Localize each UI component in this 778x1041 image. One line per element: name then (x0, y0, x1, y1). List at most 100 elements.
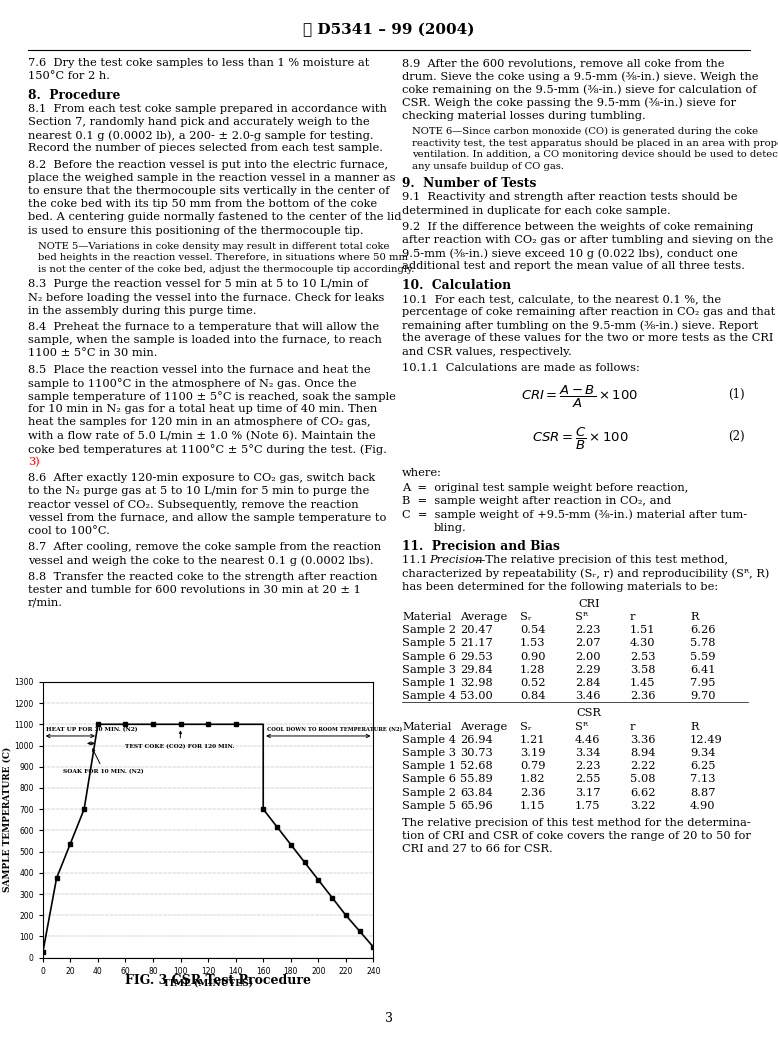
Text: 2.22: 2.22 (630, 761, 656, 771)
Text: r: r (630, 721, 636, 732)
Text: HEAT UP FOR 30 MIN. (N2): HEAT UP FOR 30 MIN. (N2) (46, 727, 137, 732)
Text: nearest 0.1 g (0.0002 lb), a 200- ± 2.0-g sample for testing.: nearest 0.1 g (0.0002 lb), a 200- ± 2.0-… (28, 130, 373, 141)
Text: sample, when the sample is loaded into the furnace, to reach: sample, when the sample is loaded into t… (28, 335, 382, 346)
Text: 53.00: 53.00 (460, 691, 492, 702)
Text: additional test and report the mean value of all three tests.: additional test and report the mean valu… (402, 261, 745, 272)
Text: 63.84: 63.84 (460, 788, 492, 797)
Text: reactivity test, the test apparatus should be placed in an area with proper: reactivity test, the test apparatus shou… (412, 138, 778, 148)
Text: Sample 1: Sample 1 (402, 678, 456, 688)
Text: has been determined for the following materials to be:: has been determined for the following ma… (402, 582, 718, 591)
Text: 0.84: 0.84 (520, 691, 545, 702)
Text: N₂ before loading the vessel into the furnace. Check for leaks: N₂ before loading the vessel into the fu… (28, 293, 384, 303)
Text: 52.68: 52.68 (460, 761, 492, 771)
Text: 8.7  After cooling, remove the coke sample from the reaction: 8.7 After cooling, remove the coke sampl… (28, 542, 381, 552)
Text: Precision: Precision (429, 555, 482, 565)
Text: NOTE 5—Variations in coke density may result in different total coke: NOTE 5—Variations in coke density may re… (38, 242, 390, 251)
Text: 8.5  Place the reaction vessel into the furnace and heat the: 8.5 Place the reaction vessel into the f… (28, 364, 370, 375)
Text: 5.78: 5.78 (690, 638, 716, 649)
Text: CRI and 27 to 66 for CSR.: CRI and 27 to 66 for CSR. (402, 844, 552, 855)
Text: is used to ensure this positioning of the thermocouple tip.: is used to ensure this positioning of th… (28, 226, 363, 235)
Text: COOL DOWN TO ROOM TEMPERATURE (N2): COOL DOWN TO ROOM TEMPERATURE (N2) (268, 727, 402, 732)
Text: any unsafe buildup of CO gas.: any unsafe buildup of CO gas. (412, 161, 564, 171)
Text: 4.90: 4.90 (690, 801, 716, 811)
Text: 9.5-mm (⅜-in.) sieve exceed 10 g (0.022 lbs), conduct one: 9.5-mm (⅜-in.) sieve exceed 10 g (0.022 … (402, 249, 738, 259)
Text: 21.17: 21.17 (460, 638, 492, 649)
Text: 1.21: 1.21 (520, 735, 545, 745)
Text: 5.59: 5.59 (690, 652, 716, 662)
Text: 2.53: 2.53 (630, 652, 656, 662)
Text: —The relative precision of this test method,: —The relative precision of this test met… (474, 555, 728, 565)
Text: 3.22: 3.22 (630, 801, 656, 811)
Text: 3.19: 3.19 (520, 748, 545, 758)
Text: 3.17: 3.17 (575, 788, 601, 797)
Text: 0.54: 0.54 (520, 626, 545, 635)
Text: 20.47: 20.47 (460, 626, 492, 635)
Text: coke bed temperatures at 1100°C ± 5°C during the test. (Fig.: coke bed temperatures at 1100°C ± 5°C du… (28, 443, 387, 455)
Text: 2.84: 2.84 (575, 678, 601, 688)
Text: 29.53: 29.53 (460, 652, 492, 662)
Text: TEST COKE (CO2) FOR 120 MIN.: TEST COKE (CO2) FOR 120 MIN. (125, 732, 235, 748)
Text: 6.26: 6.26 (690, 626, 716, 635)
Text: r/min.: r/min. (28, 598, 63, 608)
Text: R: R (690, 612, 699, 623)
Text: (1): (1) (728, 388, 745, 401)
Text: Material: Material (402, 721, 451, 732)
Text: remaining after tumbling on the 9.5-mm (⅜-in.) sieve. Report: remaining after tumbling on the 9.5-mm (… (402, 321, 759, 331)
Text: 3.46: 3.46 (575, 691, 601, 702)
Text: $CSR = \dfrac{C}{B} \times 100$: $CSR = \dfrac{C}{B} \times 100$ (531, 426, 629, 452)
Text: 8.6  After exactly 120-min exposure to CO₂ gas, switch back: 8.6 After exactly 120-min exposure to CO… (28, 474, 375, 483)
Text: 3.58: 3.58 (630, 665, 656, 675)
Text: cool to 100°C.: cool to 100°C. (28, 526, 110, 536)
Text: Sample 4: Sample 4 (402, 735, 456, 745)
Text: Average: Average (460, 612, 507, 623)
Text: Sample 6: Sample 6 (402, 652, 456, 662)
Text: bed heights in the reaction vessel. Therefore, in situations where 50 mm: bed heights in the reaction vessel. Ther… (38, 253, 408, 262)
Text: vessel from the furnace, and allow the sample temperature to: vessel from the furnace, and allow the s… (28, 513, 387, 523)
Text: 0.90: 0.90 (520, 652, 545, 662)
Y-axis label: SAMPLE TEMPERATURE (C): SAMPLE TEMPERATURE (C) (2, 747, 12, 892)
Text: the coke bed with its tip 50 mm from the bottom of the coke: the coke bed with its tip 50 mm from the… (28, 199, 377, 209)
Text: 8.3  Purge the reaction vessel for 5 min at 5 to 10 L/min of: 8.3 Purge the reaction vessel for 5 min … (28, 279, 368, 289)
Text: Ⓜ D5341 – 99 (2004): Ⓜ D5341 – 99 (2004) (303, 23, 475, 37)
Text: Sᵣ: Sᵣ (520, 612, 532, 623)
Text: R: R (690, 721, 699, 732)
Text: Section 7, randomly hand pick and accurately weigh to the: Section 7, randomly hand pick and accura… (28, 117, 370, 127)
Text: 8.94: 8.94 (630, 748, 656, 758)
Text: and CSR values, respectively.: and CSR values, respectively. (402, 347, 572, 357)
Text: 8.2  Before the reaction vessel is put into the electric furnace,: 8.2 Before the reaction vessel is put in… (28, 159, 388, 170)
Text: 9.70: 9.70 (690, 691, 716, 702)
Text: coke remaining on the 9.5-mm (⅜-in.) sieve for calculation of: coke remaining on the 9.5-mm (⅜-in.) sie… (402, 84, 757, 96)
Text: C  =  sample weight of +9.5-mm (⅜-in.) material after tum-: C = sample weight of +9.5-mm (⅜-in.) mat… (402, 510, 747, 520)
Text: with a flow rate of 5.0 L/min ± 1.0 % (Note 6). Maintain the: with a flow rate of 5.0 L/min ± 1.0 % (N… (28, 431, 376, 441)
Text: 3.34: 3.34 (575, 748, 601, 758)
Text: Sample 4: Sample 4 (402, 691, 456, 702)
Text: 11.1: 11.1 (402, 555, 435, 565)
Text: place the weighed sample in the reaction vessel in a manner as: place the weighed sample in the reaction… (28, 173, 395, 183)
Text: 10.1.1  Calculations are made as follows:: 10.1.1 Calculations are made as follows: (402, 363, 640, 373)
Text: percentage of coke remaining after reaction in CO₂ gas and that: percentage of coke remaining after react… (402, 307, 775, 318)
Text: 3: 3 (385, 1012, 393, 1024)
Text: for 10 min in N₂ gas for a total heat up time of 40 min. Then: for 10 min in N₂ gas for a total heat up… (28, 404, 377, 414)
Text: 10.1  For each test, calculate, to the nearest 0.1 %, the: 10.1 For each test, calculate, to the ne… (402, 294, 721, 304)
Text: CRI: CRI (578, 599, 600, 609)
Text: B  =  sample weight after reaction in CO₂, and: B = sample weight after reaction in CO₂,… (402, 497, 671, 507)
Text: to ensure that the thermocouple sits vertically in the center of: to ensure that the thermocouple sits ver… (28, 186, 390, 196)
Text: 1.28: 1.28 (520, 665, 545, 675)
Text: in the assembly during this purge time.: in the assembly during this purge time. (28, 306, 257, 315)
Text: 1.45: 1.45 (630, 678, 656, 688)
Text: 7.6  Dry the test coke samples to less than 1 % moisture at: 7.6 Dry the test coke samples to less th… (28, 58, 370, 69)
Text: 11.  Precision and Bias: 11. Precision and Bias (402, 540, 560, 553)
Text: Sample 5: Sample 5 (402, 638, 456, 649)
Text: 30.73: 30.73 (460, 748, 492, 758)
Text: 9.  Number of Tests: 9. Number of Tests (402, 177, 536, 191)
Text: 9.2  If the difference between the weights of coke remaining: 9.2 If the difference between the weight… (402, 222, 753, 232)
Text: determined in duplicate for each coke sample.: determined in duplicate for each coke sa… (402, 206, 671, 215)
Text: 0.52: 0.52 (520, 678, 545, 688)
Text: to the N₂ purge gas at 5 to 10 L/min for 5 min to purge the: to the N₂ purge gas at 5 to 10 L/min for… (28, 486, 370, 497)
Text: Sample 3: Sample 3 (402, 665, 456, 675)
Text: 150°C for 2 h.: 150°C for 2 h. (28, 72, 110, 81)
Text: 26.94: 26.94 (460, 735, 492, 745)
Text: characterized by repeatability (Sᵣ, r) and reproducibility (Sᴿ, R): characterized by repeatability (Sᵣ, r) a… (402, 568, 769, 579)
Text: 55.89: 55.89 (460, 775, 492, 785)
Text: 6.25: 6.25 (690, 761, 716, 771)
